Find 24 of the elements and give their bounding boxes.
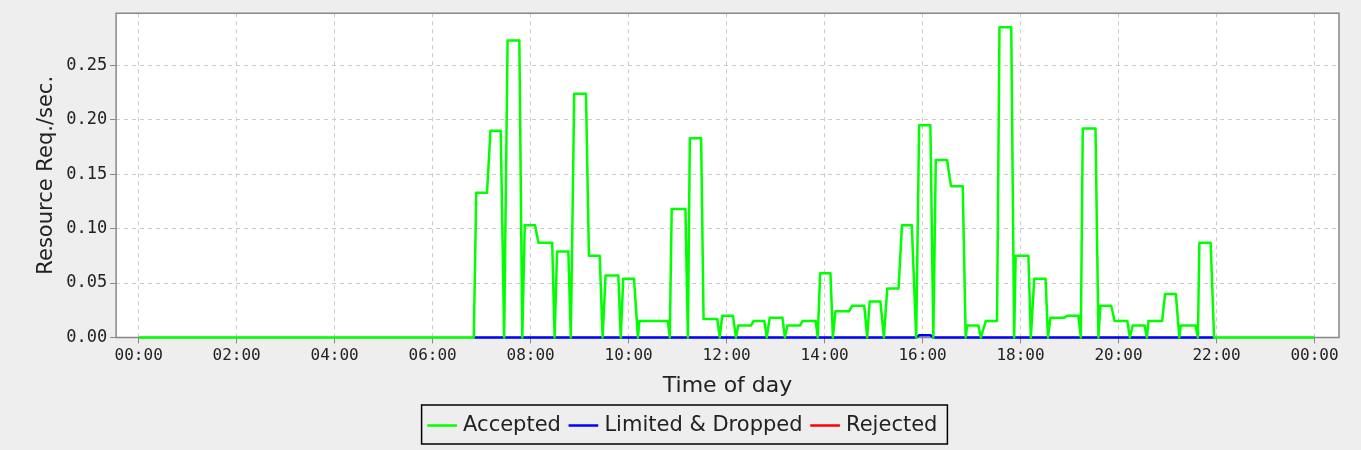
x-tick-label: 20:00 [1094,345,1143,365]
y-tick-label: 0.25 [66,53,108,74]
y-axis-title: Resource Req./sec. [33,75,58,275]
y-tick-label: 0.05 [66,271,108,292]
y-tick-label: 0.15 [66,162,108,183]
x-tick-label: 16:00 [898,345,947,365]
x-tick-label: 08:00 [506,345,555,365]
x-tick-label: 22:00 [1192,345,1241,365]
x-axis-title: Time of day [661,371,793,397]
x-tick-label: 10:00 [604,345,653,365]
x-tick-label: 14:00 [800,345,849,365]
x-tick-label: 00:00 [114,345,163,365]
legend-label: Rejected [846,411,938,436]
legend-label: Accepted [463,411,561,436]
x-tick-label: 18:00 [996,345,1045,365]
x-tick-label: 04:00 [310,345,359,365]
y-tick-label: 0.10 [66,217,108,238]
y-tick-label: 0.20 [66,108,108,129]
x-tick-label: 00:00 [1290,345,1339,365]
x-tick-label: 06:00 [408,345,457,365]
x-tick-label: 12:00 [702,345,751,365]
x-tick-label: 02:00 [212,345,261,365]
legend-label: Limited & Dropped [604,411,803,436]
y-tick-label: 0.00 [66,325,108,346]
